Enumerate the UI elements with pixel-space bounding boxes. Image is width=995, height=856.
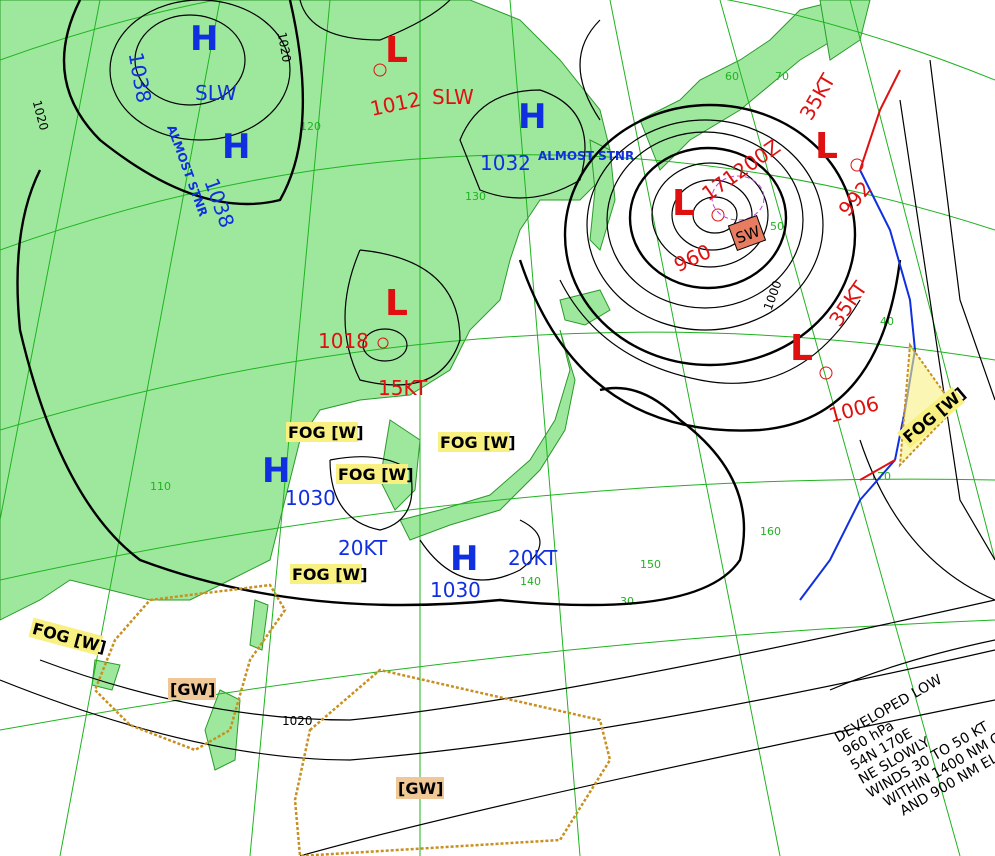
svg-text:SLW: SLW	[432, 85, 474, 109]
svg-text:35KT: 35KT	[824, 276, 872, 331]
svg-text:992: 992	[833, 176, 876, 221]
svg-text:1000: 1000	[761, 279, 785, 312]
sakhalin	[589, 139, 616, 251]
svg-text:L: L	[385, 283, 408, 324]
svg-text:35KT: 35KT	[795, 69, 841, 124]
svg-text:[GW]: [GW]	[170, 680, 215, 699]
svg-text:H: H	[450, 539, 478, 579]
svg-text:L: L	[672, 183, 695, 224]
svg-text:1032: 1032	[480, 151, 531, 175]
taiwan	[249, 599, 269, 651]
asia-continent	[0, 0, 611, 621]
gale-warning-areas	[93, 583, 612, 856]
lat-label-60: 60	[725, 70, 739, 83]
svg-text:15KT: 15KT	[378, 376, 428, 400]
isobar-labels: 1020 1020 1000 1020	[30, 31, 785, 728]
high-1032-okhotsk: H 1032 ALMOST STNR	[480, 97, 634, 175]
low-992: L 992 35KT	[795, 69, 877, 221]
lon-label-140: 140	[520, 575, 541, 588]
high-1030-china: H 1030 20KT	[262, 451, 388, 560]
lon-label-120: 120	[300, 120, 321, 133]
high-1030-japan: H 1030 20KT	[430, 539, 558, 602]
svg-text:SLW: SLW	[195, 81, 237, 105]
gale-area-philippine-sea	[293, 668, 612, 856]
storm-warning-box	[727, 215, 767, 251]
lat-label-30: 30	[620, 595, 634, 608]
svg-text:1030: 1030	[430, 578, 481, 602]
svg-text:FOG [W]: FOG [W]	[288, 423, 364, 442]
developed-low-note: DEVELOPED LOW 960 hPa 54N 170E NE SLOWLY…	[832, 672, 995, 820]
lon-label-150: 150	[640, 558, 661, 571]
svg-text:FOG [W]: FOG [W]	[30, 619, 108, 657]
svg-text:ALMOST STNR: ALMOST STNR	[538, 149, 634, 163]
warm-front	[859, 69, 901, 171]
svg-text:1020: 1020	[282, 714, 313, 728]
lat-label-50: 50	[770, 220, 784, 233]
cold-front	[859, 169, 917, 461]
low-1018: L 1018 15KT	[318, 283, 428, 400]
svg-text:960: 960	[670, 239, 715, 277]
kamchatka-tip	[819, 0, 871, 61]
svg-text:FOG [W]: FOG [W]	[338, 465, 414, 484]
svg-text:1020: 1020	[275, 31, 294, 64]
svg-text:1030: 1030	[285, 486, 336, 510]
svg-text:FOG [W]: FOG [W]	[292, 565, 368, 584]
svg-text:1018: 1018	[318, 329, 369, 353]
svg-text:H: H	[262, 451, 290, 491]
svg-text:H: H	[190, 19, 218, 59]
svg-text:H: H	[518, 97, 546, 137]
lat-label-70: 70	[775, 70, 789, 83]
svg-text:[GW]: [GW]	[398, 779, 443, 798]
kamchatka	[639, 0, 861, 171]
lon-label-160: 160	[760, 525, 781, 538]
lon-label-130: 130	[465, 190, 486, 203]
grid-labels: 110 120 130 140 150 160 170 30 40 50 60 …	[150, 70, 894, 608]
svg-text:H: H	[222, 127, 250, 167]
hokkaido	[559, 289, 611, 326]
svg-text:FOG [W]: FOG [W]	[440, 433, 516, 452]
cold-front-south	[799, 459, 896, 601]
gale-area-south-china	[93, 583, 287, 752]
svg-text:L: L	[385, 30, 408, 71]
gale-labels: [GW] [GW]	[168, 678, 444, 799]
svg-text:20KT: 20KT	[508, 546, 558, 570]
svg-text:1006: 1006	[826, 391, 881, 427]
svg-text:171200Z: 171200Z	[697, 134, 785, 205]
svg-text:20KT: 20KT	[338, 536, 388, 560]
svg-text:L: L	[790, 328, 813, 369]
philippines	[204, 689, 241, 771]
svg-text:L: L	[815, 126, 838, 167]
lon-label-110: 110	[150, 480, 171, 493]
japan-honshu	[399, 329, 576, 541]
